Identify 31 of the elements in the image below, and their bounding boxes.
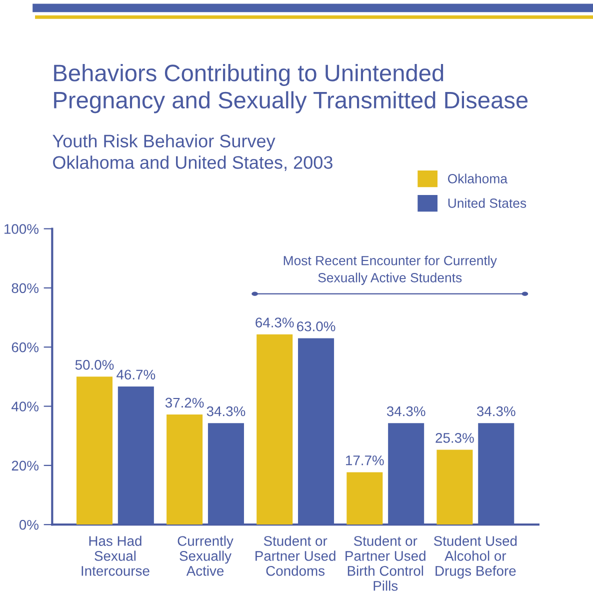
text: 34.3% (206, 406, 246, 416)
text: 64.3% (256, 318, 294, 328)
y-tick-label: 0% (19, 520, 38, 530)
text: 34.3% (386, 406, 426, 416)
legend-label: Oklahoma (448, 174, 508, 184)
text: 50.0% (75, 360, 114, 370)
y-tick-label: 60% (12, 342, 38, 352)
x-tick-label: Currently Sexually Active (178, 536, 234, 576)
x-tick-label: Student Used Alcohol or Drugs Before (434, 536, 517, 579)
text: 17.7% (346, 456, 384, 466)
y-tick-label: 80% (12, 283, 38, 294)
text: 63.0% (297, 321, 336, 332)
annotation: Most Recent Encounter for Currently Sexually Active Students (284, 256, 497, 285)
y-tick-label: 40% (12, 402, 38, 412)
bar (76, 376, 113, 525)
bar (346, 472, 383, 525)
x-tick-label: Has Had Sexual Intercourse (82, 536, 150, 576)
text: 37.2% (165, 398, 204, 408)
x-tick-label: Student or Partner Used Birth Control Pills (346, 536, 426, 591)
legend-label: United States (448, 198, 526, 208)
bar (256, 334, 293, 525)
bar (166, 414, 203, 525)
y-tick-label: 100% (4, 224, 38, 234)
text: 34.3% (476, 406, 516, 416)
text: 25.3% (436, 433, 474, 443)
x-tick-label: Student or Partner Used Condoms (256, 536, 336, 576)
chart-title: Behaviors Contributing to Unintended Pregnancy and Sexually Transmitted Disease (54, 64, 528, 114)
text: 46.7% (116, 370, 156, 380)
bar (436, 450, 473, 525)
chart-subtitle: Youth Risk Behavior Survey Oklahoma and United States, 2003 (52, 134, 332, 172)
y-tick-label: 20% (12, 460, 38, 471)
